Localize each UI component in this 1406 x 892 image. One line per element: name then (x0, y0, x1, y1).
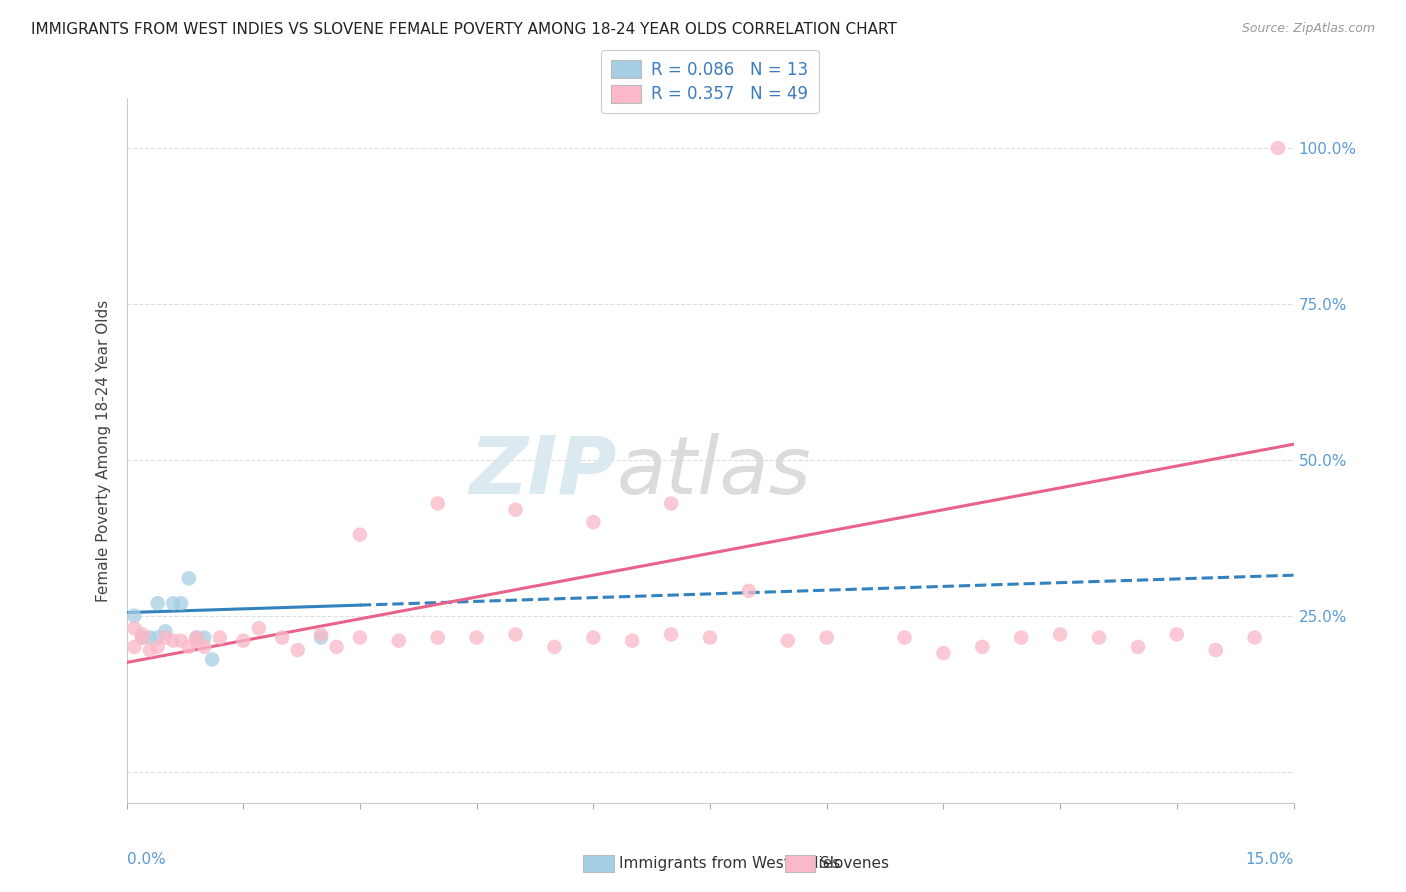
Point (124, 621, 146, 635)
Point (193, 640, 215, 654)
Point (177, 640, 200, 654)
Point (465, 631, 488, 645)
Point (232, 633, 254, 648)
Point (699, 631, 721, 645)
Point (247, 621, 270, 635)
Point (177, 571, 200, 585)
Point (146, 596, 169, 610)
Point (131, 627, 153, 641)
Point (170, 596, 193, 610)
Y-axis label: Female Poverty Among 18-24 Year Olds: Female Poverty Among 18-24 Year Olds (96, 300, 111, 601)
Point (124, 640, 146, 654)
Point (1205, 643, 1227, 657)
Point (776, 633, 799, 648)
Point (543, 640, 565, 654)
Point (155, 624, 177, 639)
Text: atlas: atlas (617, 433, 811, 510)
Point (505, 627, 527, 641)
Point (349, 527, 371, 541)
Point (1243, 631, 1265, 645)
Point (155, 631, 177, 645)
Point (131, 631, 153, 645)
Point (1126, 640, 1149, 654)
Point (162, 596, 184, 610)
Text: 15.0%: 15.0% (1246, 852, 1294, 867)
Point (186, 631, 208, 645)
Point (815, 631, 838, 645)
Point (1010, 631, 1032, 645)
Point (186, 631, 208, 645)
Point (139, 643, 162, 657)
Point (193, 631, 215, 645)
Text: 0.0%: 0.0% (127, 852, 166, 867)
Point (186, 633, 208, 648)
Point (388, 633, 411, 648)
Text: Immigrants from West Indies: Immigrants from West Indies (619, 856, 839, 871)
Point (146, 631, 169, 645)
Point (201, 652, 224, 666)
Point (659, 496, 682, 510)
Point (1267, 141, 1289, 155)
Point (287, 643, 309, 657)
Text: ZIP: ZIP (470, 433, 617, 510)
Point (426, 631, 449, 645)
Point (582, 515, 605, 529)
Point (1049, 627, 1071, 641)
Point (972, 640, 994, 654)
Point (349, 631, 371, 645)
Point (932, 646, 955, 660)
Legend: R = 0.086   N = 13, R = 0.357   N = 49: R = 0.086 N = 13, R = 0.357 N = 49 (602, 50, 818, 113)
Point (170, 633, 193, 648)
Point (325, 640, 347, 654)
Point (139, 631, 162, 645)
Text: IMMIGRANTS FROM WEST INDIES VS SLOVENE FEMALE POVERTY AMONG 18-24 YEAR OLDS CORR: IMMIGRANTS FROM WEST INDIES VS SLOVENE F… (31, 22, 897, 37)
Point (309, 631, 332, 645)
Point (893, 631, 915, 645)
Point (208, 631, 231, 645)
Point (124, 608, 146, 623)
Point (162, 633, 184, 648)
Point (146, 640, 169, 654)
Point (131, 631, 153, 645)
Point (659, 627, 682, 641)
Point (505, 502, 527, 516)
Point (1088, 631, 1111, 645)
Point (271, 631, 294, 645)
Point (582, 631, 605, 645)
Point (426, 496, 449, 510)
Point (621, 633, 644, 648)
Text: Source: ZipAtlas.com: Source: ZipAtlas.com (1241, 22, 1375, 36)
Point (309, 627, 332, 641)
Text: Slovenes: Slovenes (820, 856, 889, 871)
Point (1166, 627, 1188, 641)
Point (738, 583, 761, 598)
